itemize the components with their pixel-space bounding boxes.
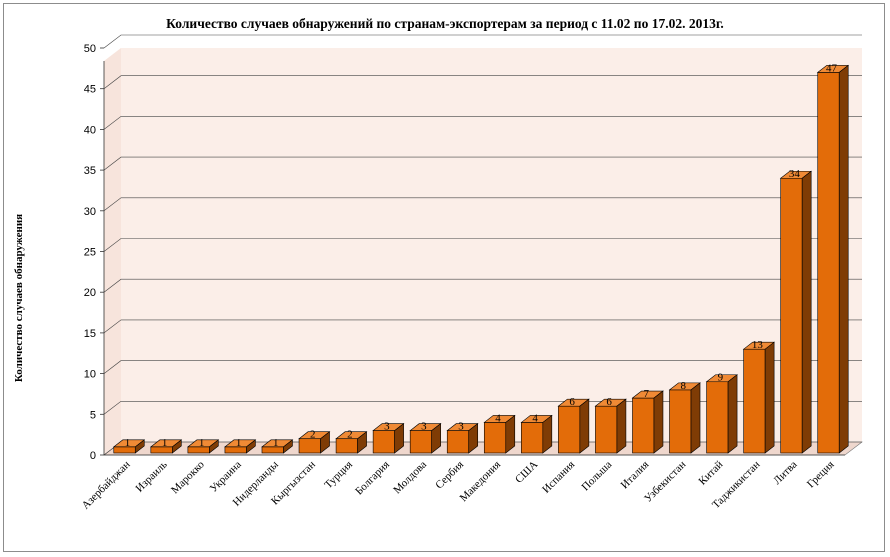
x-tick-label: Украина [208, 459, 244, 495]
x-tick-label: Израиль [134, 459, 170, 495]
bar [706, 381, 729, 454]
data-label: 13 [752, 339, 764, 351]
back-wall [121, 48, 862, 442]
bar-side [764, 341, 775, 454]
bar [298, 438, 321, 454]
bar [632, 397, 655, 454]
bar-side [505, 414, 516, 454]
x-tick-label: Болгария [353, 459, 392, 498]
data-label: 1 [162, 437, 168, 449]
data-label: 6 [606, 396, 612, 408]
bar [817, 72, 840, 454]
gridline [103, 278, 862, 293]
bar [558, 405, 581, 454]
bar-side [468, 422, 479, 454]
x-tick-label: Греция [805, 459, 837, 491]
bar-side [801, 170, 812, 454]
bar [335, 438, 358, 454]
data-label: 2 [347, 429, 353, 441]
x-tick-label: Польша [580, 459, 615, 494]
x-tick-label: Азербайджан [80, 459, 133, 512]
bar-side [653, 390, 664, 454]
bar-side [246, 439, 256, 454]
data-label: 4 [495, 412, 501, 424]
y-tick-label: 10 [84, 369, 96, 381]
y-tick-label: 50 [84, 43, 96, 55]
bar-side [838, 64, 849, 454]
gridline [103, 319, 862, 334]
x-tick-label: Италия [619, 459, 652, 492]
y-tick-label: 45 [84, 84, 96, 96]
x-tick-label: Турция [322, 459, 355, 492]
bar [595, 405, 618, 454]
y-tick-label: 5 [90, 409, 96, 421]
bar [743, 348, 766, 454]
data-label: 1 [125, 437, 131, 449]
data-label: 34 [789, 168, 801, 180]
bar-side [283, 439, 293, 454]
data-label: 7 [643, 388, 649, 400]
data-label: 9 [718, 372, 724, 384]
x-tick-label: США [513, 459, 540, 486]
gridline [103, 34, 862, 49]
bar [521, 422, 544, 454]
data-label: 47 [826, 62, 838, 74]
x-tick-label: Литва [771, 459, 799, 487]
bar-side [579, 398, 590, 454]
data-label: 8 [681, 380, 687, 392]
data-label: 2 [310, 429, 316, 441]
bar-side [134, 439, 145, 454]
bar [372, 430, 395, 454]
bar [780, 177, 803, 454]
bar-side [690, 382, 701, 454]
bar-side [727, 374, 738, 454]
x-tick-label: Марокко [169, 458, 207, 496]
bar-side [542, 414, 553, 454]
gridline [103, 116, 862, 130]
x-tick-label: Молдова [391, 459, 429, 497]
gridline [103, 360, 862, 374]
y-tick-label: 40 [84, 124, 96, 136]
y-tick-label: 0 [90, 450, 96, 462]
bar-side [431, 422, 441, 454]
data-label: 3 [458, 421, 464, 433]
side-wall [104, 48, 121, 455]
y-tick-label: 20 [84, 287, 96, 299]
y-tick-label: 35 [84, 165, 96, 177]
x-tick-label: Сербия [433, 459, 466, 492]
bar-side [209, 439, 219, 454]
bar-side [394, 422, 404, 454]
gridline [103, 75, 862, 89]
data-label: 4 [532, 412, 538, 424]
chart-title: Количество случаев обнаружений по страна… [166, 16, 724, 31]
bar-side [320, 431, 330, 454]
gridline [103, 156, 862, 171]
gridline [103, 197, 862, 212]
data-label: 3 [421, 421, 427, 433]
bar [446, 430, 470, 454]
y-tick-label: 30 [84, 206, 96, 218]
y-tick-label: 15 [84, 328, 96, 340]
data-label: 6 [569, 396, 575, 408]
bar-side [172, 439, 182, 454]
y-tick-label: 25 [84, 247, 96, 259]
data-label: 3 [384, 421, 390, 433]
bar-side [616, 398, 627, 454]
data-label: 1 [199, 437, 205, 449]
bar-side [357, 431, 367, 454]
bar [669, 389, 692, 454]
data-label: 1 [236, 437, 242, 449]
gridline [103, 238, 862, 252]
bar [483, 422, 507, 454]
x-tick-label: Китай [696, 459, 725, 488]
x-tick-label: Испания [540, 459, 577, 496]
bar [409, 430, 432, 454]
data-label: 1 [273, 437, 279, 449]
